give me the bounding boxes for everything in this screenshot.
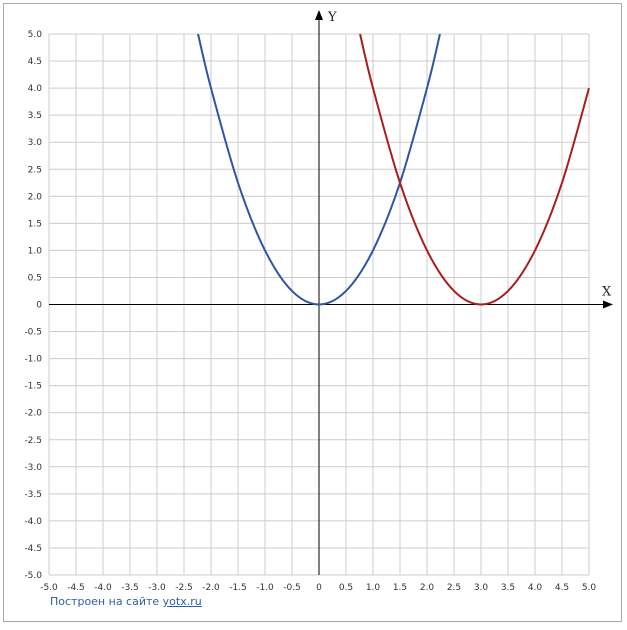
y-tick-label: -1.0 — [24, 355, 42, 365]
y-tick-label: 2.5 — [28, 165, 42, 175]
y-tick-label: -4.0 — [24, 517, 42, 527]
y-tick-label: 5.0 — [28, 30, 43, 40]
x-tick-label: 2.5 — [447, 583, 461, 593]
series-line-1 — [197, 33, 441, 306]
series-1-point — [237, 182, 239, 184]
x-tick-label: 3.5 — [501, 583, 515, 593]
y-tick-label: 3.5 — [28, 111, 42, 121]
x-tick-label: 3.0 — [474, 583, 489, 593]
x-tick-label: -2.0 — [202, 583, 220, 593]
x-tick-label: 4.5 — [555, 583, 569, 593]
chart-frame — [3, 3, 622, 622]
y-tick-label: 0.5 — [28, 273, 42, 283]
y-tick-label: -2.5 — [24, 436, 42, 446]
x-tick-label: -5.0 — [40, 583, 58, 593]
series-1-point — [426, 87, 428, 89]
y-tick-label: 2.0 — [28, 192, 43, 202]
x-tick-label: -4.0 — [94, 583, 112, 593]
series-2-point — [359, 33, 361, 35]
y-tick-label: 1.5 — [28, 219, 42, 229]
y-axis-label: Y — [327, 10, 337, 25]
axes — [49, 10, 613, 575]
y-tick-label: -3.0 — [24, 463, 42, 473]
credit-line: Построен на сайте yotx.ru — [50, 595, 202, 608]
y-tick-label: 0 — [36, 301, 42, 311]
x-tick-label: 4.0 — [528, 583, 543, 593]
x-axis-arrow — [603, 300, 613, 309]
y-tick-label: 4.5 — [28, 57, 42, 67]
x-tick-label: -1.5 — [229, 583, 247, 593]
tick-labels: -5.0 -4.5 -4.0 -3.5 -3.0 -2.5 -2.0 -1.5 -1.0 -0.5… — [24, 30, 596, 593]
y-tick-label: -0.5 — [24, 328, 42, 338]
x-tick-label: 0 — [316, 583, 322, 593]
x-tick-label: 1.5 — [393, 583, 407, 593]
series-2-point — [588, 87, 590, 89]
series-1-point — [197, 33, 199, 35]
x-tick-label: 2.0 — [420, 583, 435, 593]
x-tick-label: -4.5 — [67, 583, 85, 593]
x-tick-label: 0.5 — [339, 583, 353, 593]
series-line-2 — [359, 33, 590, 306]
series-2-point — [453, 290, 455, 292]
y-tick-label: 1.0 — [28, 246, 43, 256]
y-tick-label: -1.5 — [24, 382, 42, 392]
credit-text: Построен на сайте — [50, 595, 163, 608]
y-tick-label: -2.0 — [24, 409, 42, 419]
y-tick-label: -5.0 — [24, 571, 42, 581]
series-2-point — [561, 182, 563, 184]
series-1-point — [345, 290, 347, 292]
x-tick-label: -2.5 — [175, 583, 193, 593]
x-tick-label: -3.0 — [148, 583, 166, 593]
y-axis-arrow — [315, 10, 323, 20]
series-1-point — [439, 33, 441, 35]
x-axis-label: X — [602, 285, 612, 300]
x-tick-label: -1.0 — [256, 583, 274, 593]
series-1-point — [291, 290, 293, 292]
series-2-point — [480, 304, 482, 306]
series-1-point — [264, 250, 266, 252]
x-tick-label: 1.0 — [366, 583, 381, 593]
y-tick-label: -3.5 — [24, 490, 42, 500]
series-2-point — [399, 182, 401, 184]
x-tick-label: -3.5 — [121, 583, 139, 593]
series-1-point — [372, 250, 374, 252]
series-2-point — [426, 250, 428, 252]
series-2-point — [372, 87, 374, 89]
credit-link[interactable]: yotx.ru — [162, 595, 202, 608]
x-tick-label: 5.0 — [582, 583, 597, 593]
y-tick-label: 4.0 — [28, 84, 43, 94]
y-tick-label: -4.5 — [24, 544, 42, 554]
series-2-point — [534, 250, 536, 252]
x-tick-label: -0.5 — [283, 583, 301, 593]
series-2-point — [507, 290, 509, 292]
data-series — [197, 33, 590, 306]
series-1-point — [210, 87, 212, 89]
y-tick-label: 3.0 — [28, 138, 43, 148]
series-1-point — [318, 304, 320, 306]
